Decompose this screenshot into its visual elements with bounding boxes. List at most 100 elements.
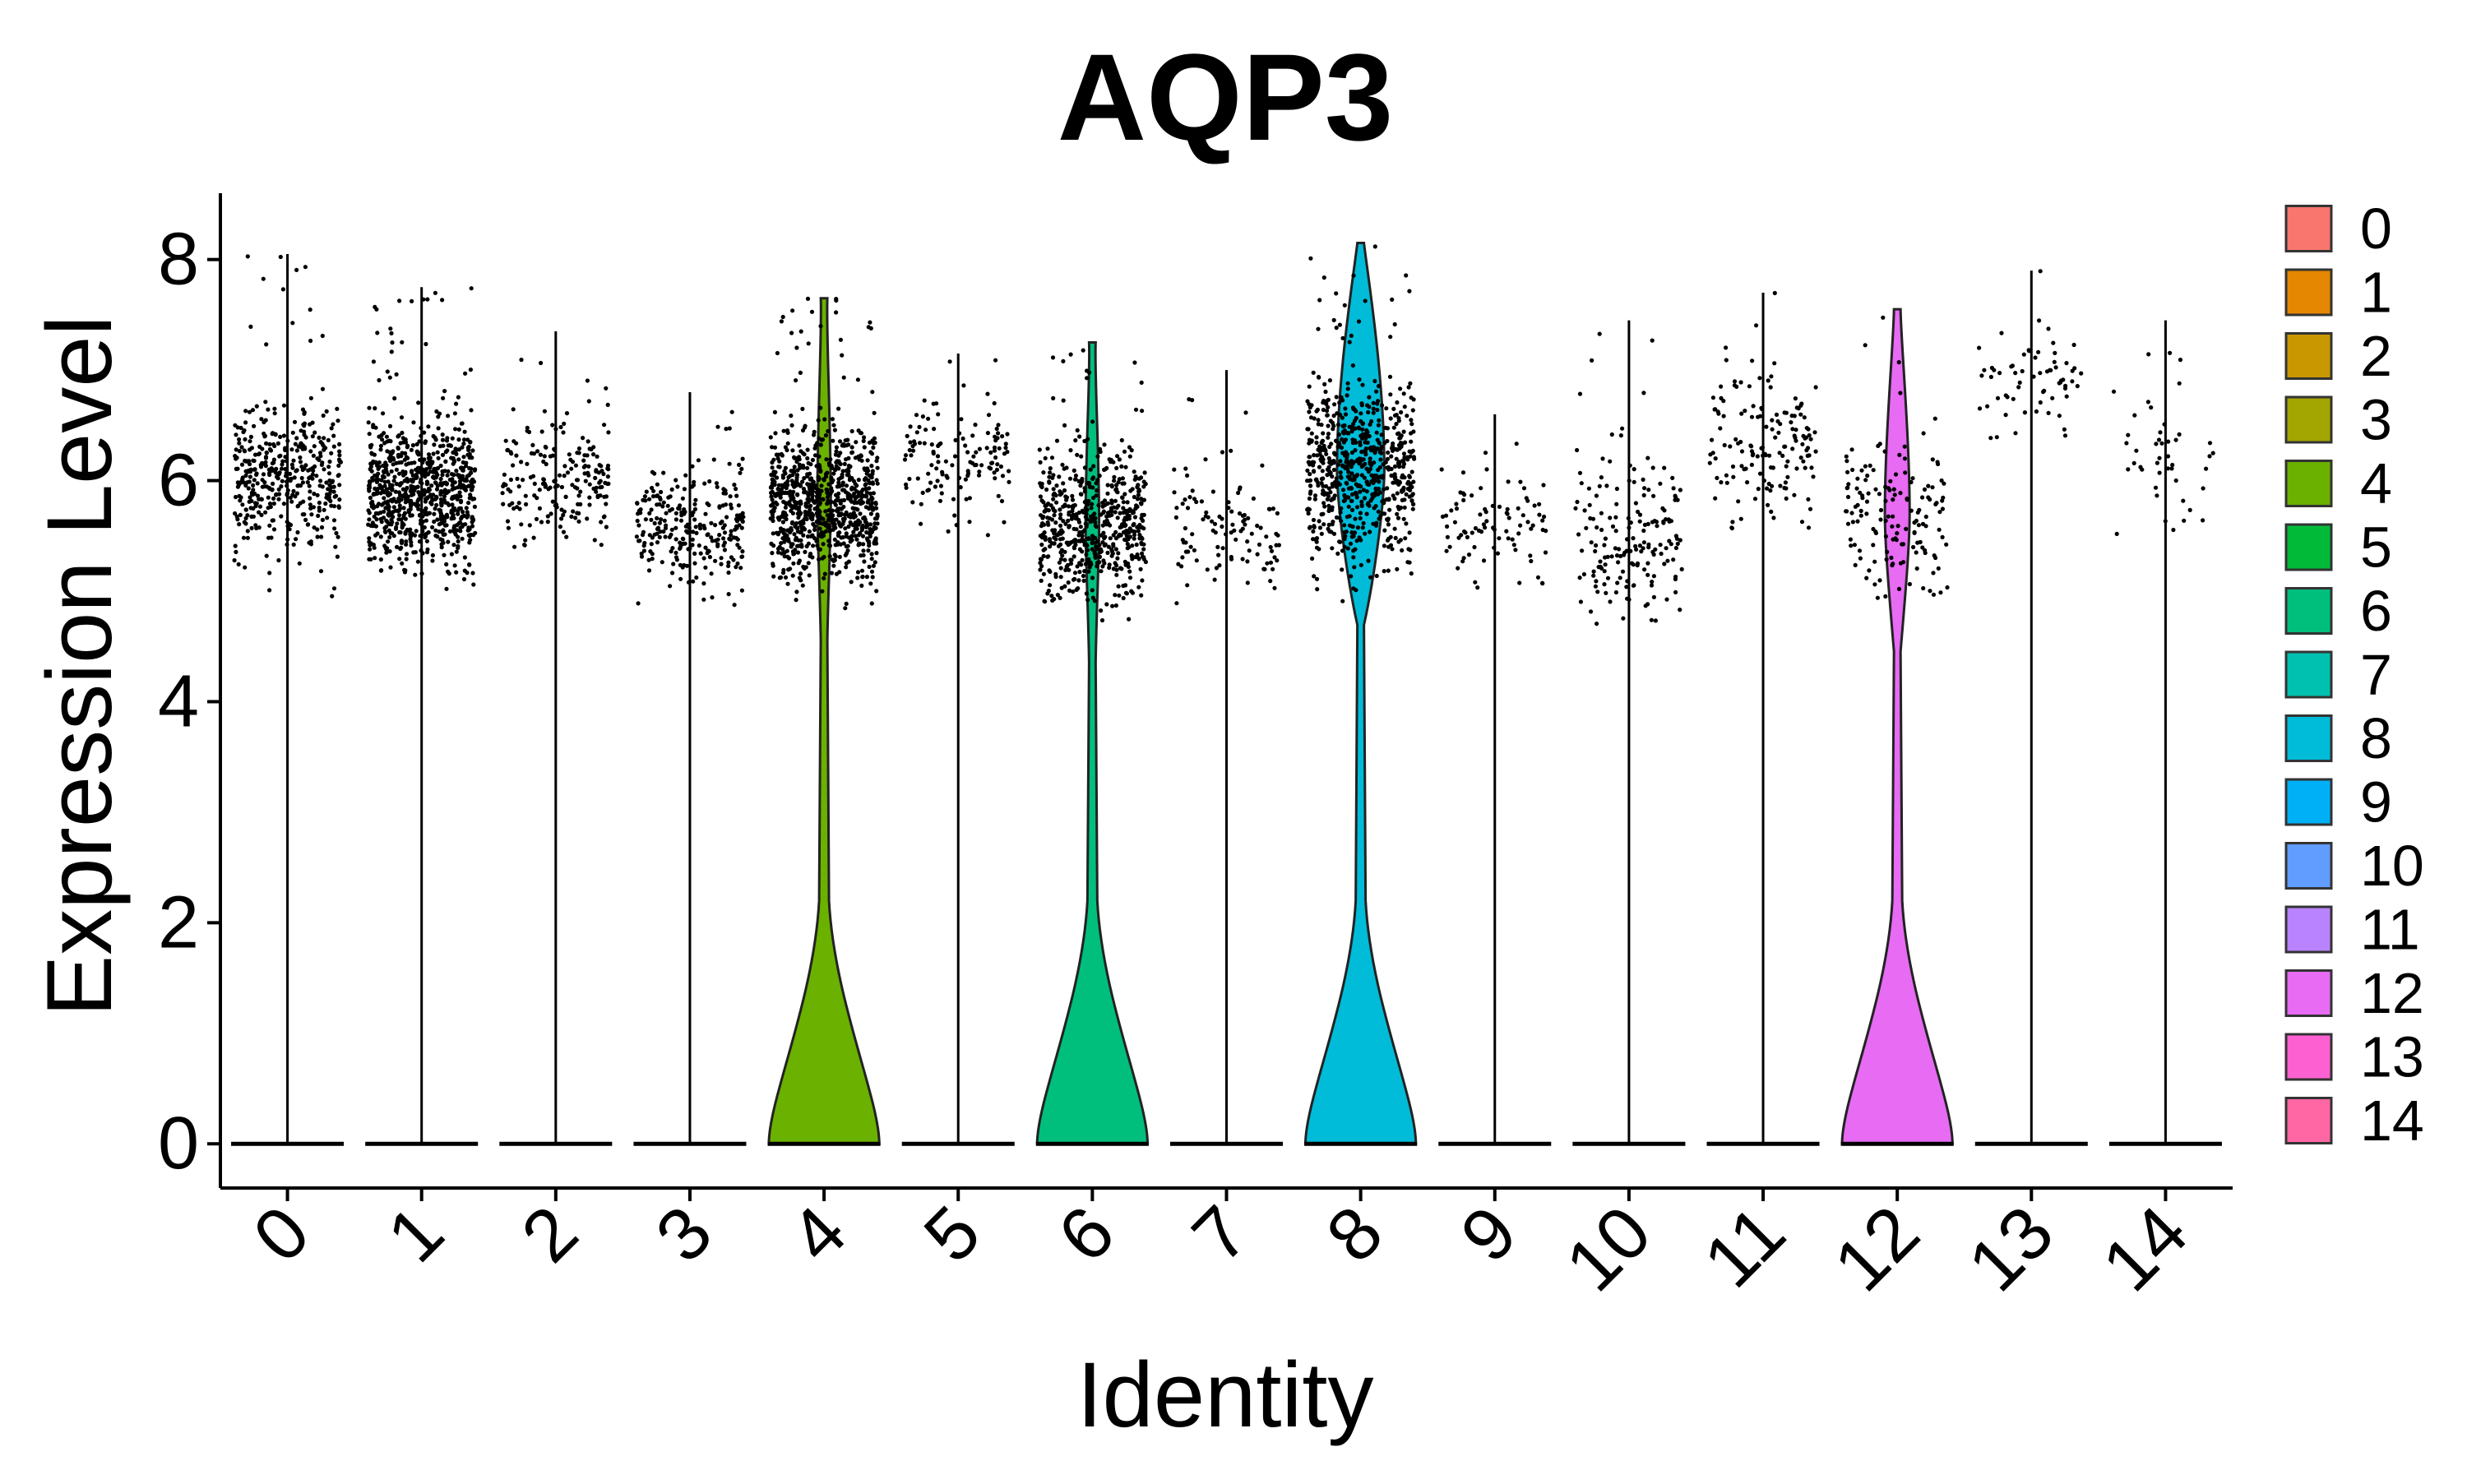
data-point [1813,449,1818,454]
data-point [687,525,692,530]
data-point [1066,518,1071,524]
data-point [1066,580,1071,585]
data-point [1724,480,1729,485]
data-point [2010,363,2015,368]
data-point [1093,555,1098,560]
data-point [859,553,863,558]
data-point [1641,528,1646,534]
data-point [1896,360,1901,365]
data-point [1864,511,1869,516]
data-point [284,474,289,478]
data-point [290,321,295,326]
data-point [457,490,462,495]
data-point [1326,405,1331,409]
data-point [1321,275,1326,280]
data-point [458,506,464,511]
data-point [770,480,775,486]
data-point [1271,566,1275,571]
data-point [1097,554,1103,560]
data-point [243,483,248,488]
data-point [1083,506,1088,511]
data-point [856,428,861,433]
data-point [380,437,385,442]
data-point [263,455,269,460]
data-point [812,453,818,458]
data-point [462,486,467,492]
data-point [336,534,340,539]
data-point [433,290,438,295]
data-point [1110,603,1115,608]
data-point [411,420,416,425]
data-point [1369,418,1374,424]
data-point [1185,506,1191,511]
data-point [408,502,413,506]
data-point [461,483,465,488]
data-point [1351,534,1356,539]
data-point [1090,513,1096,518]
data-point [846,524,851,529]
data-point [843,552,848,557]
data-point [1939,478,1944,483]
data-point [2038,371,2043,376]
data-point [541,459,546,465]
data-point [992,445,997,450]
data-point [862,559,867,564]
data-point [2187,507,2192,513]
data-point [1484,467,1489,472]
data-point [670,571,675,576]
data-point [1133,506,1138,511]
data-point [511,407,516,412]
data-point [1306,506,1311,511]
data-point [415,484,420,489]
data-point [1094,481,1099,486]
data-point [1238,485,1243,490]
data-point [697,523,702,528]
data-point [1039,578,1044,584]
data-point [1995,395,2001,400]
data-point [446,569,451,574]
data-point [1372,474,1377,478]
data-point [1090,475,1096,480]
data-point [1063,494,1068,499]
data-point [330,594,335,599]
data-point [592,538,597,543]
data-point [678,518,684,523]
data-point [468,454,473,459]
data-point [829,486,834,491]
data-point [1226,506,1231,511]
data-point [1410,492,1415,497]
data-point [454,401,459,406]
data-point [738,470,743,475]
data-point [1462,492,1467,497]
data-point [400,487,405,492]
data-point [424,341,428,347]
data-point [252,467,257,472]
data-point [1212,577,1217,582]
data-point [702,481,707,486]
data-point [2057,380,2063,385]
data-point [703,511,708,516]
data-point [569,466,574,471]
data-point [849,495,854,500]
data-point [2017,380,2022,385]
data-point [836,406,841,411]
data-point [400,436,405,441]
data-point [1994,435,1999,440]
data-point [1354,539,1359,543]
data-point [864,529,869,535]
data-point [234,447,238,452]
data-point [1578,599,1583,604]
data-point [1888,478,1893,483]
violin-group-0 [231,253,345,1146]
data-point [798,523,803,528]
x-tick-label: 3 [641,1190,728,1278]
data-point [461,437,467,442]
data-point [2046,410,2051,415]
data-point [595,494,600,500]
data-point [830,417,835,422]
data-point [739,588,745,593]
data-point [1330,482,1335,487]
data-point [1848,537,1853,542]
legend-key-4 [2284,460,2333,507]
